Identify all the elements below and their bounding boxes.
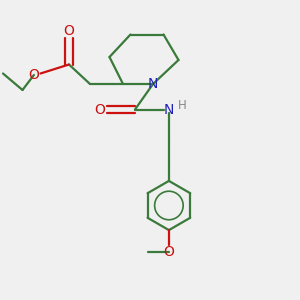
Text: O: O <box>64 24 74 38</box>
Text: O: O <box>164 245 174 259</box>
Text: N: N <box>148 77 158 91</box>
Text: O: O <box>94 103 105 116</box>
Text: H: H <box>178 99 187 112</box>
Text: O: O <box>28 68 39 82</box>
Text: N: N <box>164 103 174 116</box>
